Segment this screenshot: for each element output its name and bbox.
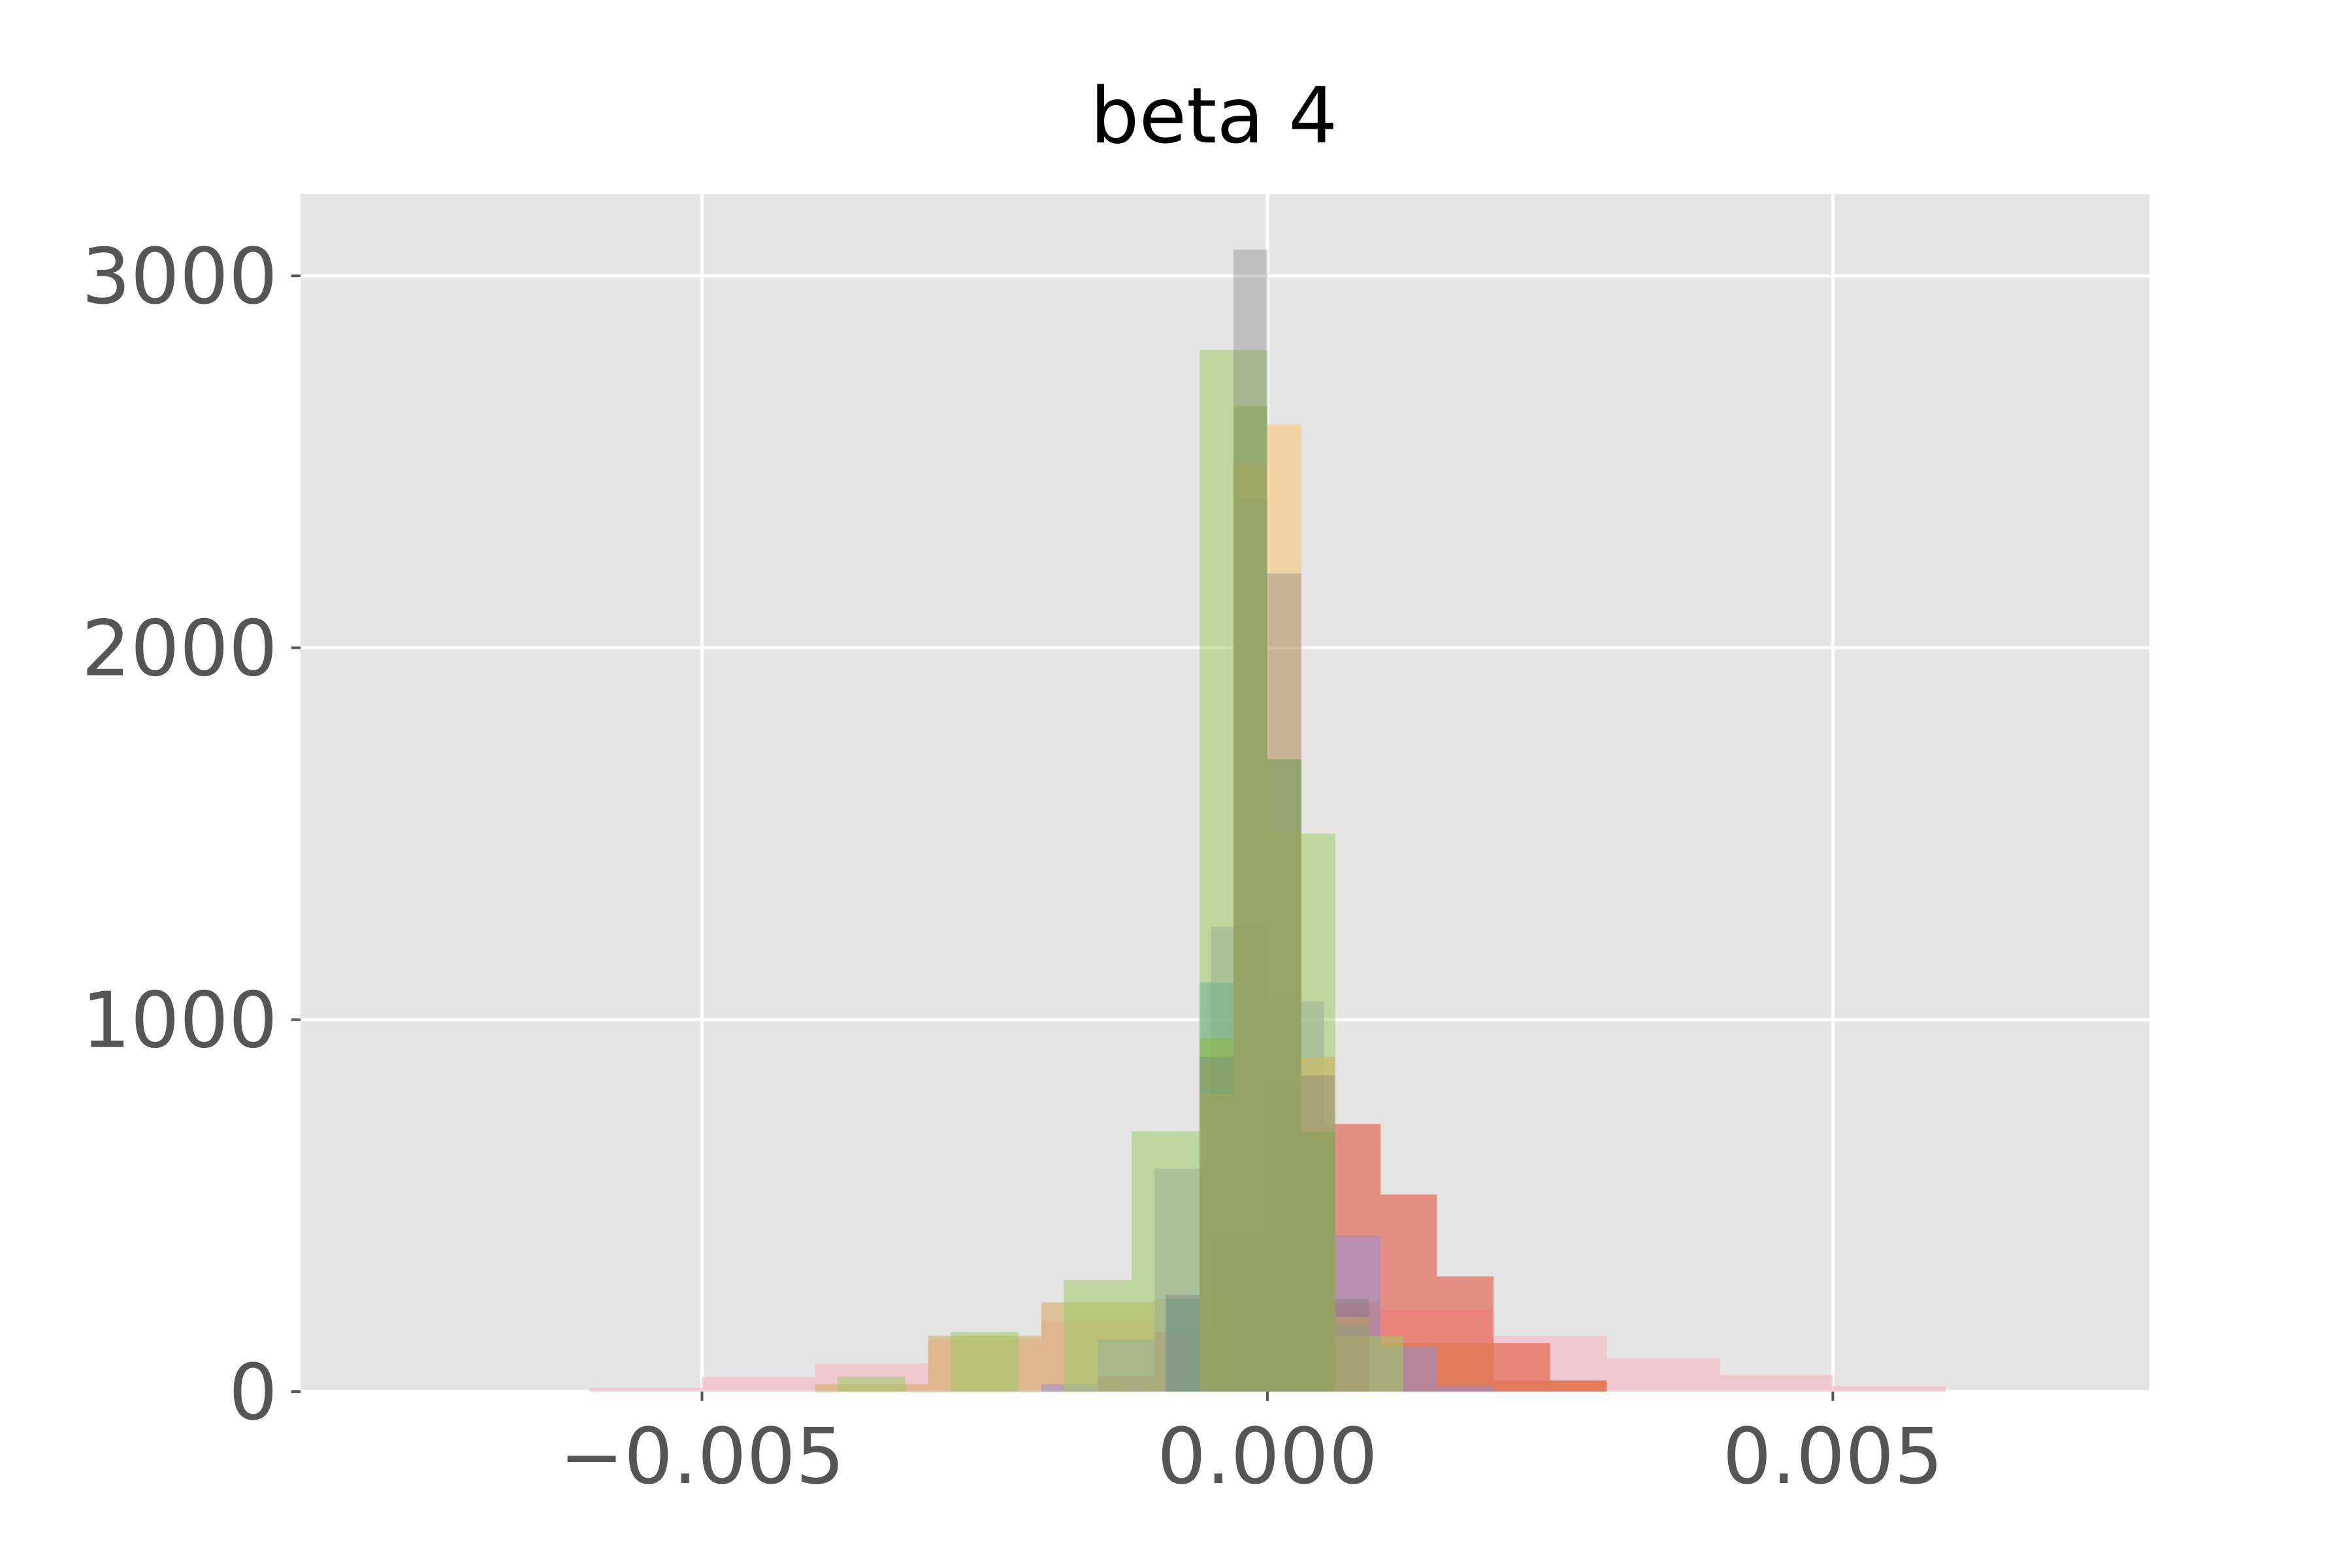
y-tick-label: 3000 xyxy=(82,231,278,321)
histogram-bar xyxy=(838,1377,906,1392)
histogram-bar xyxy=(1607,1358,1720,1392)
x-tick-label: 0.000 xyxy=(1157,1411,1378,1501)
histogram-bar xyxy=(1200,1056,1233,1392)
axis-ticks: −0.005 0.000 0.005 0 1000 2000 3000 xyxy=(82,231,1944,1501)
y-tick-label: 0 xyxy=(229,1347,278,1437)
histogram-bar xyxy=(1550,1380,1607,1392)
histogram-bar xyxy=(1437,1386,1494,1392)
y-tick-label: 1000 xyxy=(82,975,278,1066)
x-tick-label: 0.005 xyxy=(1722,1411,1943,1501)
histogram-bar xyxy=(1437,1276,1494,1392)
histogram-bar xyxy=(1335,1317,1369,1392)
histogram-bar xyxy=(1267,759,1301,1392)
histogram-bar xyxy=(1064,1280,1132,1392)
histogram-bar xyxy=(1720,1375,1833,1392)
histogram-bar xyxy=(1335,1298,1369,1392)
histogram-bar xyxy=(702,1377,815,1392)
x-tick-label: −0.005 xyxy=(559,1411,845,1501)
histogram-bars xyxy=(589,250,1946,1392)
histogram-bar xyxy=(1132,1131,1200,1392)
histogram-bar xyxy=(1233,250,1267,1392)
histogram-bar xyxy=(1166,1294,1200,1392)
histogram-bar xyxy=(1833,1386,1946,1392)
histogram-bar xyxy=(1301,1131,1335,1392)
histogram-bar xyxy=(1494,1343,1550,1392)
histogram-bar xyxy=(589,1388,702,1392)
histogram-bar xyxy=(1267,573,1301,1392)
histogram-bar xyxy=(1301,1075,1335,1392)
y-tick-label: 2000 xyxy=(82,603,278,693)
histogram-bar xyxy=(1233,406,1267,1392)
histogram-bar xyxy=(951,1331,1019,1392)
chart-title: beta 4 xyxy=(1090,71,1338,161)
histogram-series xyxy=(1200,406,1335,1392)
histogram-bar xyxy=(1200,1038,1233,1392)
histogram-series xyxy=(1166,250,1369,1392)
